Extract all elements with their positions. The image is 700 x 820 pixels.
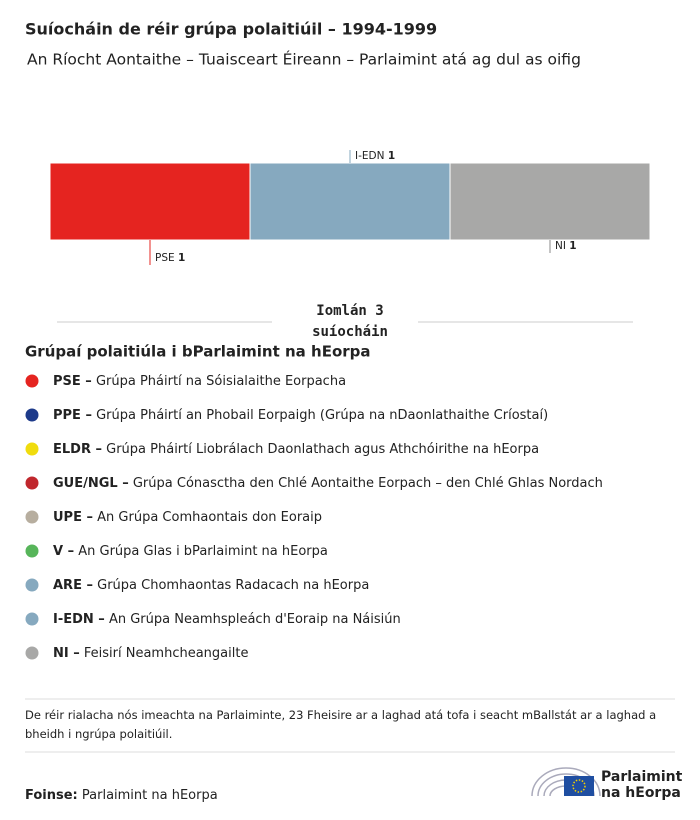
legend-name: An Grúpa Neamhspleách d'Eoraip na Náisiú… xyxy=(109,612,401,627)
logo: Parlaimint na hEorpa xyxy=(531,767,683,801)
segment-label: I-EDN 1 xyxy=(355,150,395,162)
segment-name: NI xyxy=(555,240,566,252)
legend-abbr: NI – xyxy=(53,646,80,661)
segment-label: PSE 1 xyxy=(155,252,185,264)
legend-swatch xyxy=(25,544,39,558)
legend-entry: V – An Grúpa Glas i bParlaimint na hEorp… xyxy=(53,544,328,559)
legend-entry: NI – Feisirí Neamhcheangailte xyxy=(53,646,248,661)
legend-swatch xyxy=(25,442,39,456)
legend-entry: PPE – Grúpa Pháirtí an Phobail Eorpaigh … xyxy=(53,408,548,423)
legend-name: An Grúpa Glas i bParlaimint na hEorpa xyxy=(78,544,328,559)
bar-segment xyxy=(449,162,651,241)
bar-segment xyxy=(249,162,451,241)
legend-abbr: ELDR – xyxy=(53,442,102,457)
legend-abbr: V – xyxy=(53,544,74,559)
legend-entry: UPE – An Grúpa Comhaontais don Eoraip xyxy=(53,510,322,525)
legend-name: Grúpa Cónasctha den Chlé Aontaithe Eorpa… xyxy=(133,476,603,491)
segment-value: 1 xyxy=(569,240,576,252)
total-value: 3 xyxy=(375,303,383,319)
legend-abbr: UPE – xyxy=(53,510,93,525)
title: Suíocháin de réir grúpa polaitiúil – 199… xyxy=(25,20,437,39)
subtitle: An Ríocht Aontaithe – Tuaisceart Éireann… xyxy=(27,50,581,69)
legend-abbr: ARE – xyxy=(53,578,93,593)
legend-abbr: PSE – xyxy=(53,374,92,389)
legend-swatch xyxy=(25,374,39,388)
legend-name: Grúpa Pháirtí an Phobail Eorpaigh (Grúpa… xyxy=(96,408,548,423)
source-text: Parlaimint na hEorpa xyxy=(82,788,218,803)
legend-name: An Grúpa Comhaontais don Eoraip xyxy=(97,510,322,525)
legend-swatch xyxy=(25,612,39,626)
segment-value: 1 xyxy=(388,150,395,162)
legend-swatch xyxy=(25,646,39,660)
segment-name: PSE xyxy=(155,252,175,264)
legend-name: Feisirí Neamhcheangailte xyxy=(84,646,249,661)
footnote: De réir rialacha nós imeachta na Parlaim… xyxy=(25,708,657,741)
total: Iomlán 3 xyxy=(316,303,383,319)
legend-swatch xyxy=(25,408,39,422)
legend-swatch xyxy=(25,510,39,524)
legend-abbr: I-EDN – xyxy=(53,612,105,627)
segment-label: NI 1 xyxy=(555,240,577,252)
total-unit: suíocháin xyxy=(312,324,388,340)
legend-name: Grúpa Pháirtí na Sóisialaithe Eorpacha xyxy=(96,374,346,389)
total-label: Iomlán xyxy=(316,303,367,319)
bar-segment xyxy=(49,162,251,241)
logo-text: Parlaimint xyxy=(601,769,683,785)
source: Foinse: Parlaimint na hEorpa xyxy=(25,788,218,803)
legend-name: Grúpa Pháirtí Liobrálach Daonlathach agu… xyxy=(106,442,539,457)
legend-entry: PSE – Grúpa Pháirtí na Sóisialaithe Eorp… xyxy=(53,374,346,389)
legend-swatch xyxy=(25,476,39,490)
legend-entry: GUE/NGL – Grúpa Cónasctha den Chlé Aonta… xyxy=(53,476,603,491)
segment-name: I-EDN xyxy=(355,150,384,162)
legend-title: Grúpaí polaitiúla i bParlaimint na hEorp… xyxy=(25,343,371,361)
segment-value: 1 xyxy=(178,252,185,264)
legend-abbr: PPE – xyxy=(53,408,92,423)
legend-abbr: GUE/NGL – xyxy=(53,476,129,491)
source-label: Foinse: xyxy=(25,788,78,803)
logo-text: na hEorpa xyxy=(601,785,681,801)
legend-entry: ARE – Grúpa Chomhaontas Radacach na hEor… xyxy=(53,578,369,593)
legend-name: Grúpa Chomhaontas Radacach na hEorpa xyxy=(97,578,369,593)
legend-entry: ELDR – Grúpa Pháirtí Liobrálach Daonlath… xyxy=(53,442,539,457)
legend-entry: I-EDN – An Grúpa Neamhspleách d'Eoraip n… xyxy=(53,612,401,627)
legend-swatch xyxy=(25,578,39,592)
